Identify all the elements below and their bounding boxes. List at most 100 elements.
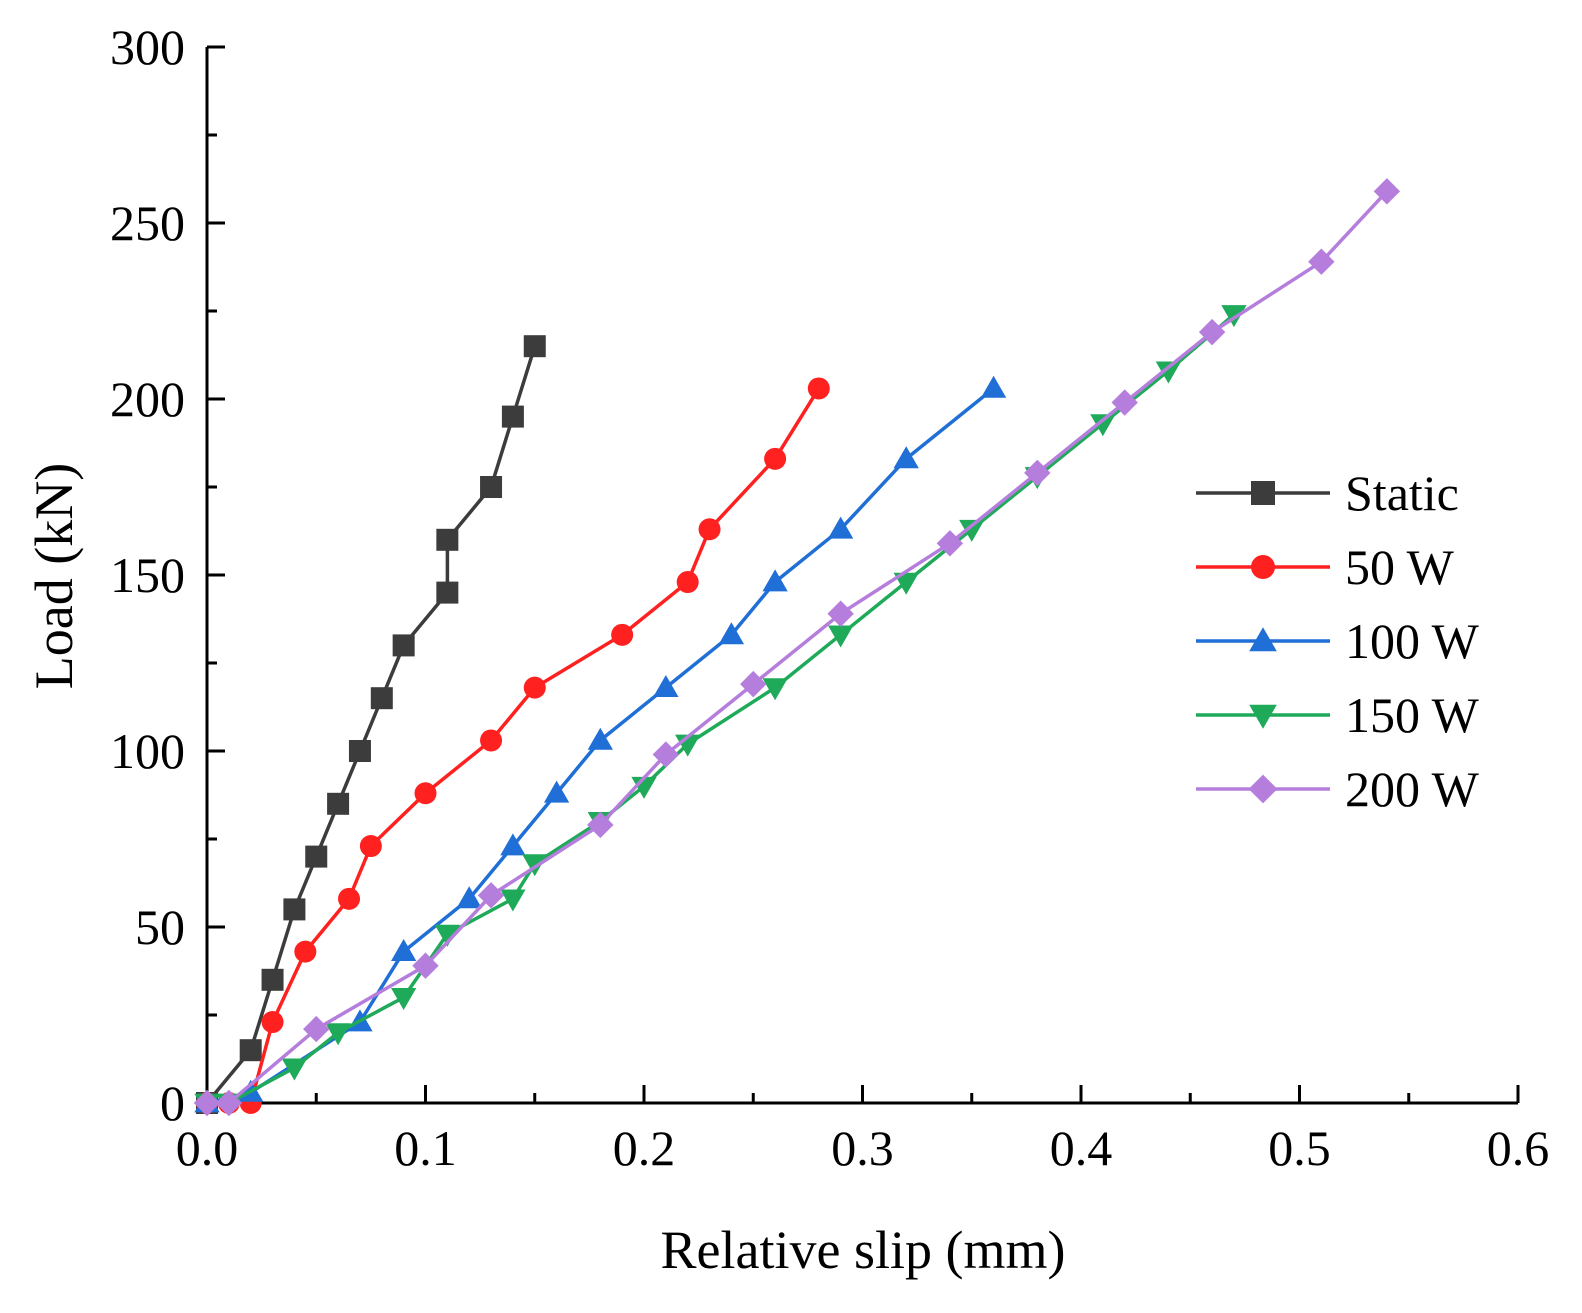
x-tick-label: 0.0: [176, 1120, 239, 1176]
data-point-triangle-down: [1090, 414, 1116, 437]
data-point-circle: [698, 518, 721, 541]
data-point-triangle-down: [325, 1023, 351, 1046]
data-point-square: [480, 476, 503, 498]
legend-entry: 200 W: [1196, 761, 1480, 817]
data-point-triangle-up: [893, 446, 919, 469]
y-tick-label: 250: [110, 195, 185, 251]
x-tick-label: 0.2: [613, 1120, 676, 1176]
x-axis-title: Relative slip (mm): [661, 1220, 1066, 1280]
legend-entry: Static: [1196, 465, 1459, 521]
data-point-triangle-up: [762, 569, 788, 592]
y-axis-title: Load (kN): [24, 463, 84, 689]
data-point-circle: [807, 377, 830, 400]
data-point-circle: [338, 887, 361, 910]
data-point-triangle-down: [500, 889, 526, 912]
data-point-circle: [676, 571, 699, 594]
data-point-triangle-up: [980, 375, 1007, 398]
data-point-triangle-up: [500, 833, 526, 856]
legend-entry: 100 W: [1196, 613, 1480, 669]
data-point-triangle-down: [828, 625, 854, 648]
data-point-diamond: [477, 882, 505, 909]
data-point-diamond: [827, 600, 854, 627]
series-line: [207, 387, 821, 1105]
data-point-square: [501, 405, 524, 428]
data-point-diamond: [1024, 459, 1051, 487]
x-tick-label: 0.6: [1487, 1120, 1550, 1176]
data-point-square: [239, 1039, 262, 1062]
data-point-diamond: [1308, 248, 1335, 275]
data-point-diamond: [936, 530, 964, 557]
data-point-circle: [1251, 555, 1275, 579]
series-line: [205, 345, 537, 1105]
data-point-triangle-down: [762, 678, 788, 701]
legend-label: 200 W: [1345, 761, 1480, 817]
legend-label: 50 W: [1345, 539, 1455, 595]
y-tick-label: 300: [110, 19, 185, 75]
data-point-triangle-down: [959, 519, 985, 542]
data-point-diamond: [1111, 389, 1138, 416]
data-point-circle: [523, 676, 546, 699]
legend-entry: 150 W: [1196, 687, 1480, 743]
data-point-triangle-down: [893, 572, 919, 595]
data-point-diamond: [193, 1089, 221, 1117]
data-point-diamond: [303, 1015, 330, 1043]
data-point-triangle-down: [434, 924, 460, 947]
data-point-square: [436, 581, 459, 604]
data-point-circle: [294, 940, 317, 963]
data-point-triangle-up: [587, 727, 613, 750]
legend-entry: 50 W: [1196, 539, 1455, 595]
data-point-square: [370, 687, 393, 710]
series-200-w: [193, 178, 1401, 1117]
data-point-circle: [611, 623, 634, 646]
data-point-square: [327, 792, 350, 815]
data-point-triangle-up: [1249, 627, 1277, 652]
data-point-circle: [764, 447, 787, 470]
data-point-circle: [480, 729, 503, 752]
data-point-triangle-up: [828, 516, 854, 539]
data-point-triangle-up: [653, 674, 679, 697]
x-tick-label: 0.3: [831, 1120, 894, 1176]
data-point-triangle-up: [391, 938, 417, 961]
data-point-diamond: [1373, 178, 1401, 205]
series-100-w: [194, 375, 1007, 1113]
data-point-triangle-down: [1155, 361, 1182, 384]
axes: 0.0 0.1 0.2 0.3 0.4 0.5 0.6 0 50 100 150 200 250 300: [110, 19, 1549, 1176]
legend-label: Static: [1345, 465, 1459, 521]
data-point-triangle-up: [456, 886, 482, 909]
y-tick-label: 50: [135, 899, 185, 955]
data-point-square: [523, 335, 546, 358]
data-point-triangle-up: [543, 780, 570, 803]
data-point-circle: [414, 782, 437, 805]
data-point-square: [283, 898, 306, 921]
data-point-triangle-down: [281, 1058, 308, 1081]
data-point-diamond: [412, 952, 439, 979]
data-point-triangle-down: [391, 988, 417, 1011]
data-point-triangle-up: [718, 622, 745, 645]
legend: Static 50 W 100 W 150 W 200 W: [1196, 465, 1480, 817]
data-point-square: [261, 968, 284, 991]
data-point-square: [1251, 481, 1275, 505]
data-point-square: [348, 740, 371, 762]
series-50-w: [196, 377, 830, 1114]
data-point-square: [305, 845, 328, 868]
legend-label: 100 W: [1345, 613, 1480, 669]
data-point-diamond: [587, 811, 614, 839]
data-point-diamond: [1198, 318, 1226, 346]
data-point-square: [392, 634, 415, 657]
y-tick-label: 100: [110, 723, 185, 779]
x-tick-label: 0.5: [1268, 1120, 1331, 1176]
y-tick-label: 150: [110, 547, 185, 603]
x-tick-label: 0.1: [394, 1120, 457, 1176]
data-point-diamond: [1248, 774, 1278, 804]
y-tick-label: 0: [160, 1075, 185, 1131]
legend-label: 150 W: [1345, 687, 1480, 743]
x-tick-label: 0.4: [1050, 1120, 1113, 1176]
data-point-circle: [359, 835, 382, 858]
data-point-diamond: [215, 1089, 243, 1117]
data-point-circle: [261, 1011, 284, 1034]
y-tick-label: 200: [110, 371, 185, 427]
data-point-diamond: [652, 741, 680, 768]
data-point-triangle-down: [1249, 704, 1277, 729]
plot-area: [193, 178, 1401, 1117]
